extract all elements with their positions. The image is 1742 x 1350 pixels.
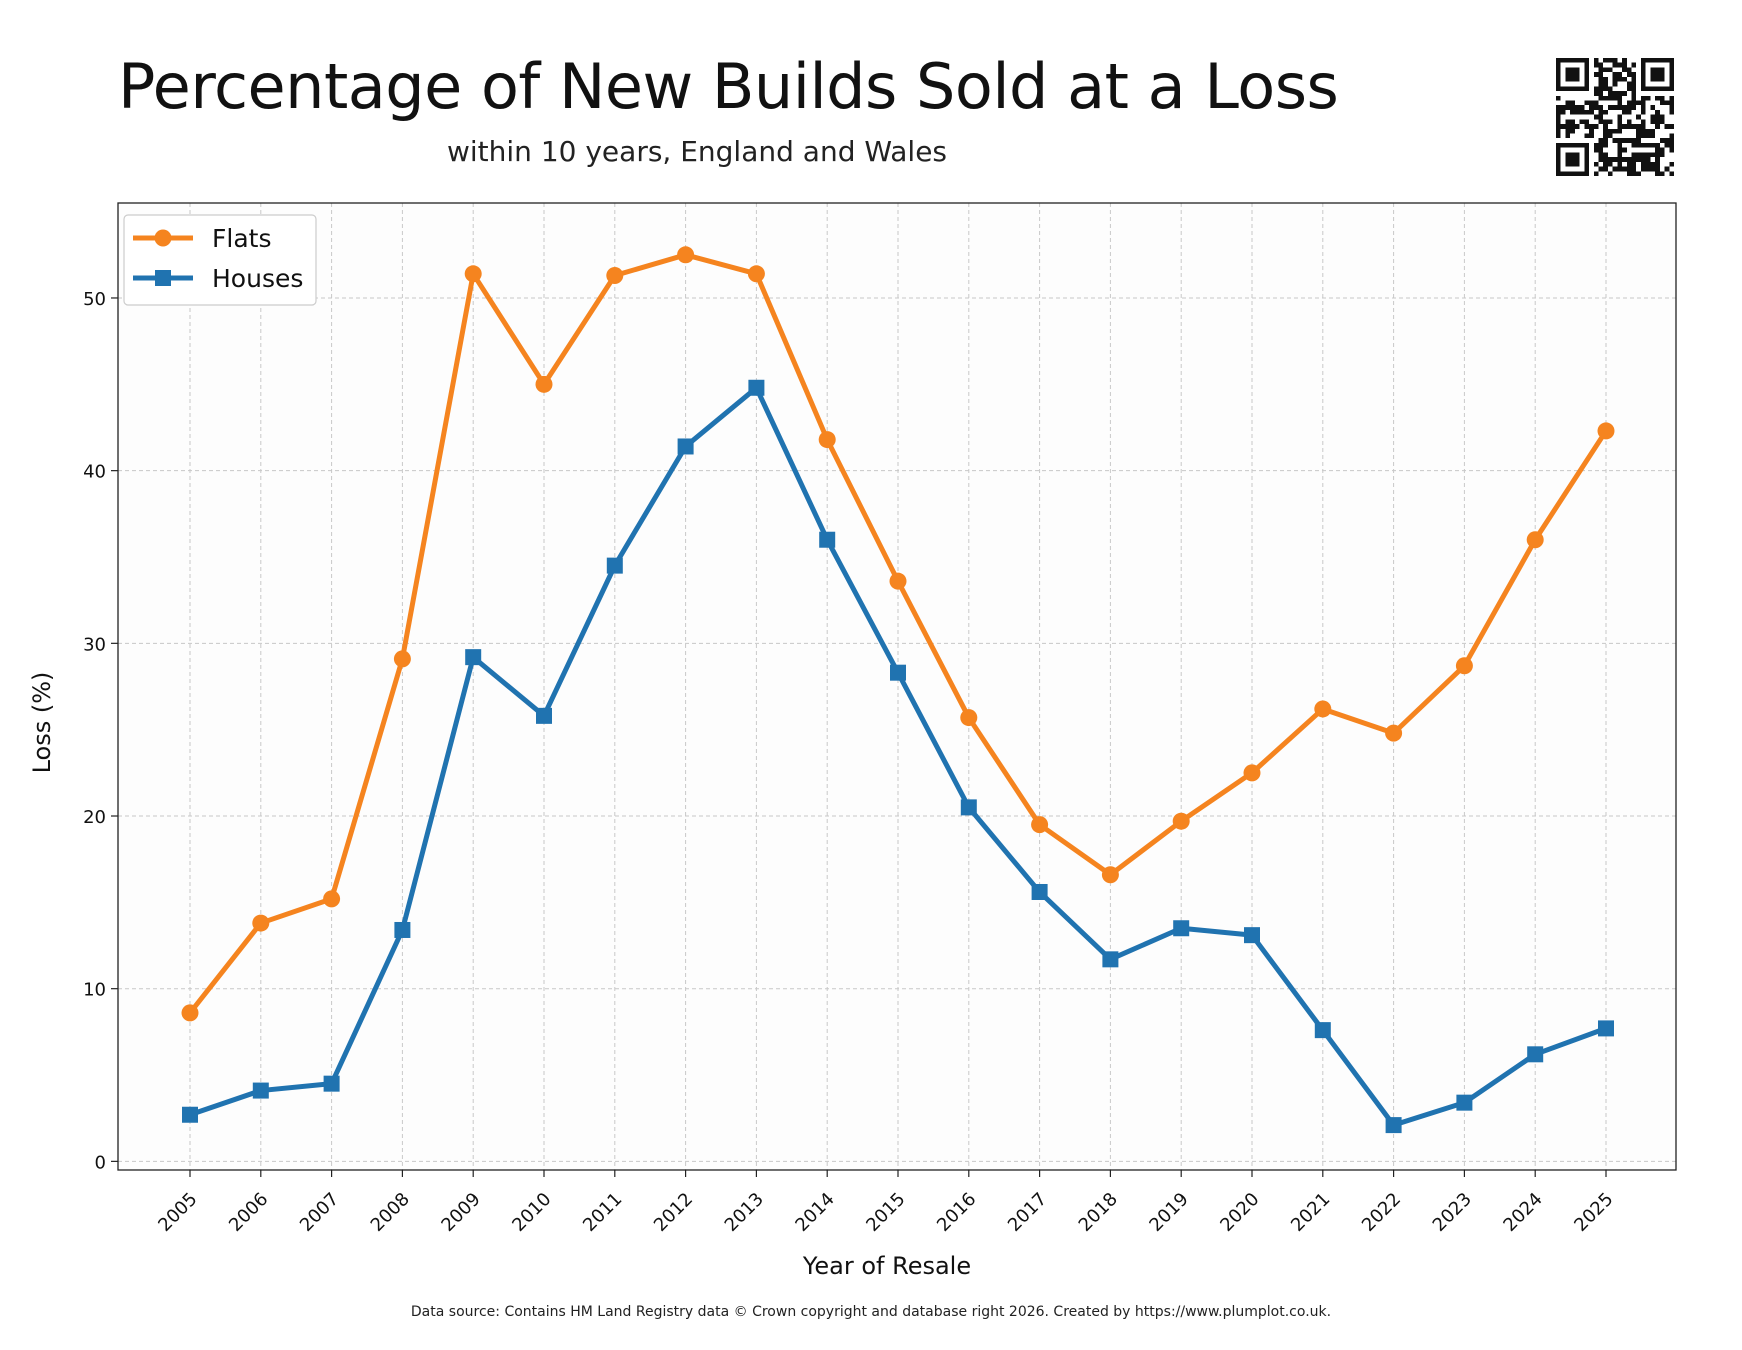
plot-frame [117, 202, 1677, 1171]
data-point-houses [1456, 1094, 1473, 1111]
y-tick-label: 10 [83, 980, 106, 1001]
x-tick-label: 2021 [1287, 1189, 1334, 1236]
data-point-houses [1314, 1022, 1331, 1039]
data-point-flats [1385, 724, 1403, 742]
x-tick-label: 2013 [721, 1189, 768, 1236]
data-point-houses [252, 1082, 269, 1099]
x-tick-label: 2024 [1499, 1189, 1546, 1236]
data-point-flats [1101, 866, 1119, 884]
x-tick-label: 2010 [508, 1189, 555, 1236]
y-tick-label: 20 [83, 807, 106, 828]
x-tick-label: 2006 [225, 1189, 272, 1236]
data-point-houses [1385, 1117, 1402, 1134]
data-point-houses [536, 707, 552, 724]
data-point-houses [606, 557, 623, 574]
data-point-houses [182, 1106, 198, 1123]
x-tick-label: 2019 [1145, 1189, 1192, 1236]
x-tick-label: 2025 [1570, 1189, 1617, 1236]
data-point-flats [1455, 657, 1473, 675]
data-point-flats [1526, 531, 1544, 549]
data-point-flats [606, 267, 624, 285]
data-point-flats [677, 246, 695, 264]
y-tick-label: 50 [83, 289, 106, 310]
data-point-houses [677, 438, 694, 455]
data-point-houses [1527, 1046, 1544, 1063]
data-point-houses [960, 799, 977, 816]
data-point-houses [323, 1075, 340, 1092]
chart-subtitle: within 10 years, England and Wales [447, 135, 948, 168]
y-axis-label: Loss (%) [28, 672, 56, 774]
data-point-flats [1314, 700, 1332, 718]
plot-area [118, 203, 1676, 1170]
x-tick-label: 2008 [367, 1189, 414, 1236]
data-point-houses [1173, 920, 1190, 937]
x-tick-label: 2012 [650, 1189, 697, 1236]
data-point-houses [1102, 951, 1119, 968]
x-tick-label: 2009 [437, 1189, 484, 1236]
data-point-flats [889, 572, 907, 590]
y-tick-label: 40 [83, 462, 106, 483]
data-point-houses [890, 664, 906, 681]
qr-code-icon [1556, 58, 1674, 176]
line-chart: 2005 2006 2007 2008 2009 2010 2011 2012 2013 2014… [28, 202, 1677, 1280]
data-point-flats [323, 890, 341, 908]
data-point-houses [819, 531, 836, 548]
x-tick-label: 2011 [579, 1189, 626, 1236]
data-point-houses [394, 921, 411, 938]
legend-label-flats: Flats [212, 224, 271, 253]
data-point-houses [1244, 927, 1260, 944]
x-axis-label: Year of Resale [802, 1252, 971, 1280]
y-tick-label: 30 [83, 634, 106, 655]
data-point-houses [465, 649, 482, 666]
data-point-flats [1031, 816, 1049, 834]
legend-marker-flats [154, 229, 172, 247]
x-tick-label: 2020 [1216, 1189, 1263, 1236]
data-source-note: Data source: Contains HM Land Registry d… [410, 1304, 1332, 1320]
data-point-flats [818, 431, 836, 449]
data-point-flats [960, 709, 978, 727]
data-point-flats [747, 265, 765, 283]
legend-marker-houses [155, 270, 171, 286]
data-point-flats [181, 1004, 199, 1022]
x-tick-label: 2007 [296, 1189, 343, 1236]
x-tick-label: 2017 [1004, 1189, 1051, 1236]
y-tick-label: 0 [95, 1152, 106, 1173]
x-tick-label: 2023 [1429, 1189, 1476, 1236]
x-tick-label: 2015 [862, 1189, 909, 1236]
data-point-houses [1598, 1020, 1614, 1037]
data-point-flats [464, 265, 482, 283]
data-point-houses [748, 379, 765, 396]
legend-label-houses: Houses [212, 264, 303, 293]
x-tick-label: 2005 [154, 1189, 201, 1236]
data-point-flats [1243, 764, 1261, 782]
chart-title: Percentage of New Builds Sold at a Loss [118, 50, 1339, 123]
x-tick-label: 2016 [933, 1189, 980, 1236]
data-point-flats [393, 650, 411, 668]
x-tick-label: 2022 [1358, 1189, 1405, 1236]
x-tick-label: 2018 [1075, 1189, 1122, 1236]
data-point-flats [252, 914, 270, 932]
data-point-houses [1031, 883, 1048, 900]
data-point-flats [535, 375, 553, 393]
data-point-flats [1172, 812, 1190, 830]
data-point-flats [1597, 422, 1615, 440]
x-tick-label: 2014 [791, 1189, 838, 1236]
